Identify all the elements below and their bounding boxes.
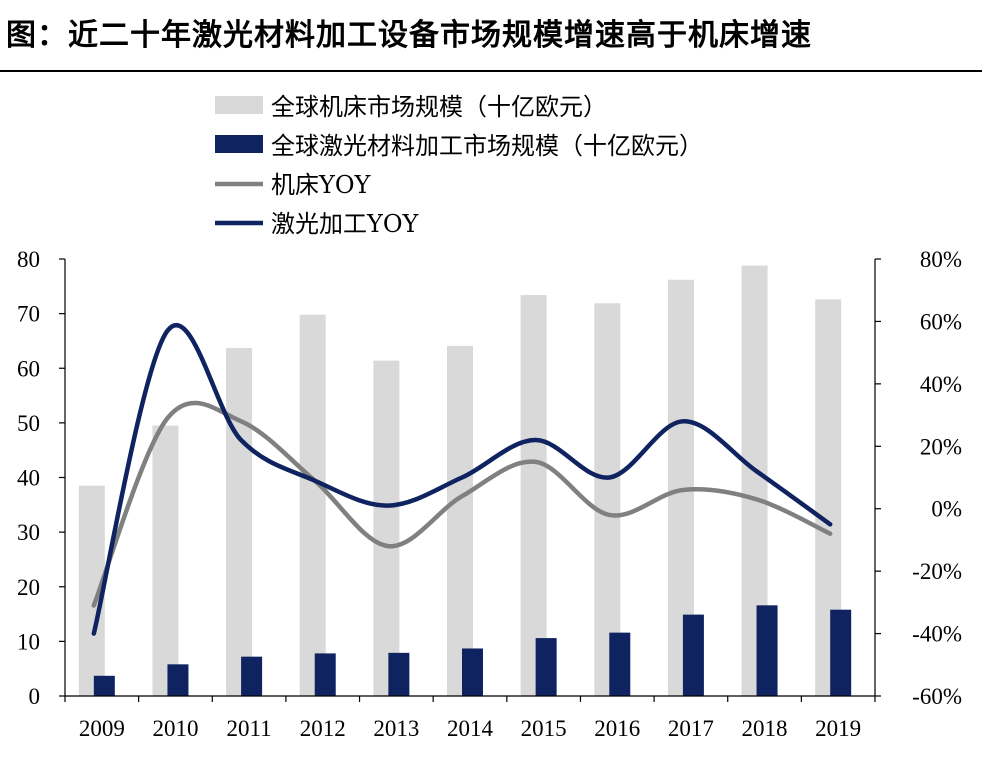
- machine-bar-series: [78, 265, 842, 696]
- legend-label: 机床YOY: [271, 171, 372, 199]
- laser-bar-2014: [462, 648, 483, 696]
- laser-bar-2016: [609, 632, 631, 696]
- machine-bar-2014: [447, 345, 473, 696]
- laser-bar-2012: [314, 653, 336, 696]
- laser-bar-2011: [241, 656, 263, 696]
- legend-item: 激光加工YOY: [215, 210, 420, 238]
- legend-swatch: [215, 96, 263, 114]
- machine-bar-2012: [299, 314, 326, 696]
- laser-bar-2010: [167, 664, 189, 696]
- x-tick-label: 2013: [373, 716, 419, 741]
- right-tick-label: 60%: [920, 309, 962, 334]
- x-tick-label: 2009: [79, 716, 125, 741]
- machine-bar-2010: [152, 425, 179, 696]
- left-tick-label: 60: [17, 356, 40, 381]
- legend-label: 全球机床市场规模（十亿欧元）: [271, 93, 607, 121]
- left-tick-label: 40: [17, 466, 40, 491]
- x-tick-label: 2011: [227, 716, 272, 741]
- x-tick-label: 2016: [594, 716, 640, 741]
- legend-label: 激光加工YOY: [271, 210, 420, 238]
- right-tick-label: 0%: [931, 497, 962, 522]
- laser-bar-2013: [388, 652, 410, 696]
- laser-bar-2015: [535, 638, 557, 696]
- laser-bar-2017: [682, 614, 704, 696]
- left-tick-label: 20: [17, 575, 40, 600]
- laser-bar-2019: [830, 609, 852, 696]
- x-tick-label: 2018: [742, 716, 788, 741]
- left-tick-label: 10: [17, 629, 40, 654]
- left-tick-label: 50: [17, 411, 40, 436]
- laser-bar-2009: [93, 675, 115, 696]
- x-tick-label: 2019: [815, 716, 861, 741]
- right-tick-label: 80%: [920, 247, 962, 272]
- left-tick-label: 30: [17, 520, 40, 545]
- right-tick-label: 40%: [920, 372, 962, 397]
- legend-label: 全球激光材料加工市场规模（十亿欧元）: [271, 132, 703, 160]
- axes: 0 10 20 30 40 50 60 70 80 -60% -40% -20% 0% 20% 40% 60%…: [17, 247, 962, 741]
- legend-item: 全球机床市场规模（十亿欧元）: [215, 93, 607, 121]
- left-tick-label: 80: [17, 247, 40, 272]
- right-tick-label: -60%: [912, 684, 962, 709]
- machine-yoy-line: [91, 400, 833, 608]
- x-tick-label: 2017: [668, 716, 714, 741]
- right-tick-label: -40%: [912, 622, 962, 647]
- legend: 全球机床市场规模（十亿欧元） 全球激光材料加工市场规模（十亿欧元） 机床YOY 激光加…: [215, 93, 703, 238]
- x-tick-label: 2012: [300, 716, 346, 741]
- legend-swatch: [215, 135, 263, 153]
- legend-item: 机床YOY: [215, 171, 372, 199]
- right-tick-label: -20%: [912, 559, 962, 584]
- left-tick-label: 70: [17, 302, 40, 327]
- x-tick-label: 2010: [152, 716, 198, 741]
- x-tick-label: 2015: [521, 716, 567, 741]
- laser-bar-2018: [756, 605, 778, 696]
- machine-bar-2013: [373, 360, 400, 696]
- legend-item: 全球激光材料加工市场规模（十亿欧元）: [215, 132, 703, 160]
- machine-bar-2016: [594, 303, 621, 696]
- machine-bar-2011: [226, 348, 253, 696]
- page-title: 图：近二十年激光材料加工设备市场规模增速高于机床增速: [6, 18, 812, 53]
- left-tick-label: 0: [29, 684, 41, 709]
- machine-bar-2015: [520, 295, 547, 696]
- laser-bar-series: [93, 605, 852, 696]
- right-tick-label: 20%: [920, 434, 962, 459]
- x-tick-label: 2014: [447, 716, 494, 741]
- title-divider: [0, 70, 982, 72]
- line-series: [91, 323, 833, 636]
- laser-yoy-line: [91, 323, 833, 636]
